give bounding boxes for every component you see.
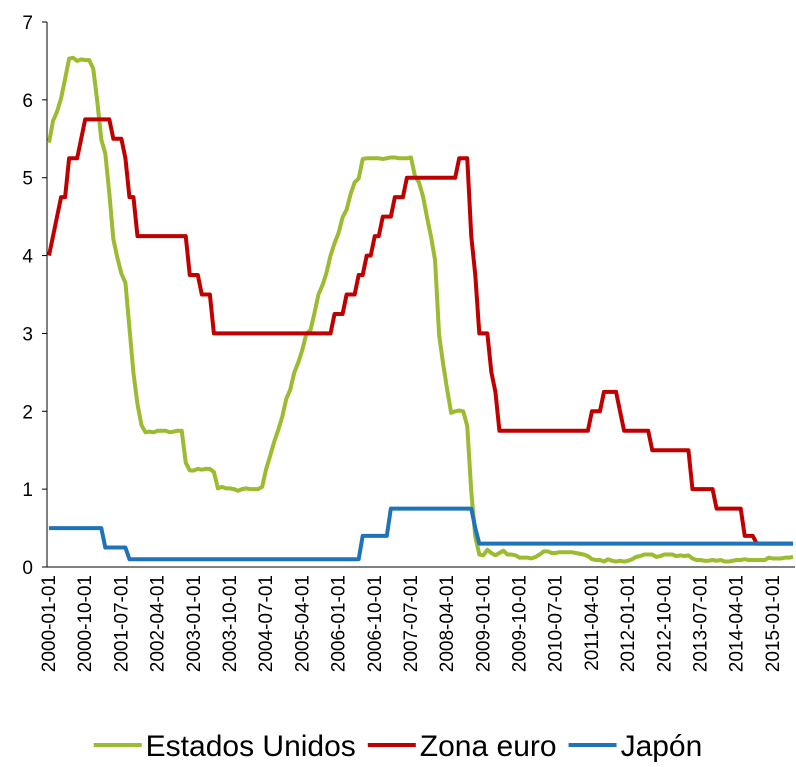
x-tick-label: 2004-07-01 <box>256 575 277 672</box>
y-tick-label: 5 <box>22 169 33 190</box>
x-tick-label: 2013-07-01 <box>690 575 711 672</box>
line-series <box>47 117 793 546</box>
y-tick-label: 6 <box>22 91 33 112</box>
x-tick-label: 2000-10-01 <box>75 575 96 672</box>
x-tick-label: 2015-01-01 <box>763 575 784 672</box>
x-tick-label: 2003-10-01 <box>220 575 241 672</box>
y-tick-label: 3 <box>22 324 33 345</box>
x-tick-label: 2000-01-01 <box>39 575 60 672</box>
x-tick-label: 2001-07-01 <box>111 575 132 672</box>
legend-label: Estados Unidos <box>146 730 356 763</box>
x-tick-label: 2005-04-01 <box>292 575 313 672</box>
x-tick-label: 2008-04-01 <box>437 575 458 672</box>
x-tick-label: 2012-10-01 <box>654 575 675 672</box>
x-tick-label: 2002-04-01 <box>148 575 169 672</box>
x-tick-label: 2012-01-01 <box>618 575 639 672</box>
legend-label: Japón <box>621 730 703 763</box>
y-tick-label: 2 <box>22 402 33 423</box>
y-tick-label: 0 <box>22 558 33 579</box>
x-tick-label: 2010-07-01 <box>546 575 567 672</box>
x-tick-label: 2003-01-01 <box>184 575 205 672</box>
x-tick-label: 2009-01-01 <box>473 575 494 672</box>
x-tick-label: 2009-10-01 <box>510 575 531 672</box>
y-tick-label: 1 <box>22 480 33 501</box>
x-tick-label: 2007-07-01 <box>401 575 422 672</box>
line-series <box>49 506 793 562</box>
y-tick-label: 4 <box>22 247 33 268</box>
x-tick-label: 2006-01-01 <box>329 575 350 672</box>
x-tick-label: 2014-04-01 <box>727 575 748 672</box>
line-series <box>47 55 794 564</box>
y-tick-label: 7 <box>22 13 33 34</box>
x-tick-label: 2011-04-01 <box>582 575 603 671</box>
legend-label: Zona euro <box>420 730 557 763</box>
x-tick-label: 2006-10-01 <box>365 575 386 672</box>
